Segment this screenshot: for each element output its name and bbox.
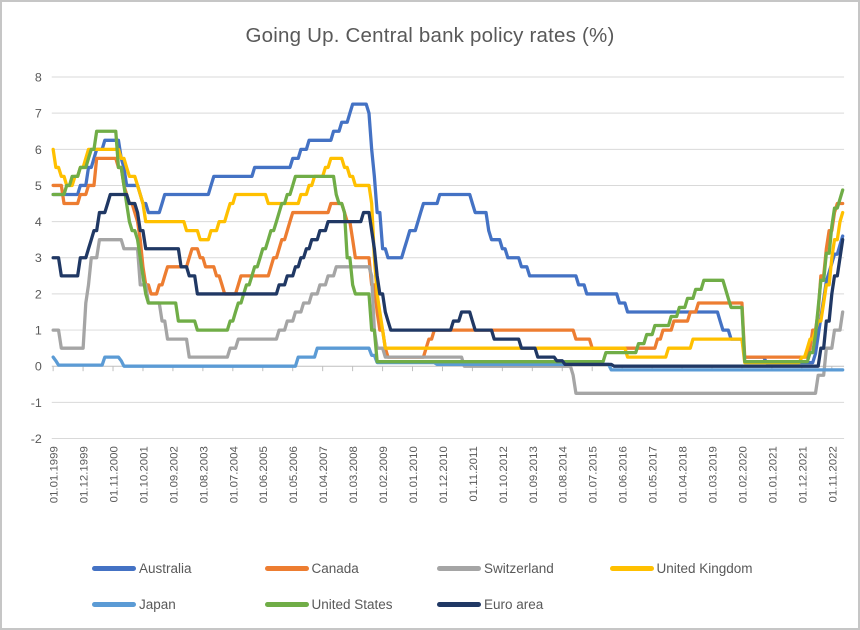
x-axis-label: 01.10.2012: [498, 446, 510, 503]
x-axis-label: 01.01.2010: [408, 446, 420, 503]
y-axis-label: 7: [35, 107, 42, 121]
x-axis-label: 01.02.2020: [737, 446, 749, 503]
x-axis-label: 01.04.2018: [678, 446, 690, 503]
x-axis-label: 01.07.2015: [588, 446, 600, 503]
x-axis-label: 01.06.2005: [258, 446, 270, 503]
x-axis-label: 01.08.2014: [558, 446, 570, 504]
y-axis-label: 2: [35, 287, 42, 301]
y-axis-label: 1: [35, 324, 42, 338]
x-axis-label: 01.05.2017: [648, 446, 660, 503]
x-axis-label: 01.03.2019: [707, 446, 719, 503]
x-axis-label: 01.05.2006: [288, 446, 300, 503]
series-line-united-kingdom: [51, 147, 845, 365]
x-axis-label: 01.09.2013: [528, 446, 540, 503]
series-line-japan: [51, 346, 845, 372]
x-axis-label: 01.11.2022: [827, 446, 839, 502]
x-axis-label: 01.11.2011: [468, 446, 480, 501]
y-axis-label: 4: [35, 215, 42, 229]
x-axis-label: 01.01.2021: [767, 446, 779, 503]
x-axis-label: 01.02.2009: [378, 446, 390, 503]
y-axis-label: 8: [35, 71, 42, 85]
series-line-australia: [51, 102, 845, 365]
series-line-switzerland: [51, 238, 845, 395]
x-axis-label: 01.10.2001: [138, 446, 150, 503]
chart-title: Going Up. Central bank policy rates (%): [245, 24, 615, 47]
x-axis-label: 01.12.2010: [438, 446, 450, 503]
x-axis-label: 01.01.1999: [49, 446, 61, 503]
x-axis-label: 01.12.1999: [79, 446, 91, 503]
x-axis-label: 01.09.2002: [168, 446, 180, 503]
series-line-euro-area: [51, 192, 845, 368]
x-axis-label: 01.06.2016: [618, 446, 630, 503]
y-axis-label: -2: [31, 432, 42, 446]
x-axis-label: 01.07.2004: [228, 446, 240, 504]
y-axis-label: 5: [35, 179, 42, 193]
x-axis-label: 01.04.2007: [318, 446, 330, 503]
x-axis-label: 01.03.2008: [348, 446, 360, 503]
x-axis-label: 01.11.2000: [108, 446, 120, 502]
y-axis-label: 6: [35, 143, 42, 157]
y-axis-label: 0: [35, 360, 42, 374]
y-axis-label: 3: [35, 251, 42, 265]
x-axis-label: 01.12.2021: [797, 446, 809, 503]
y-axis-label: -1: [31, 396, 42, 410]
series-line-united-states: [51, 129, 845, 364]
x-axis-label: 01.08.2003: [198, 446, 210, 503]
